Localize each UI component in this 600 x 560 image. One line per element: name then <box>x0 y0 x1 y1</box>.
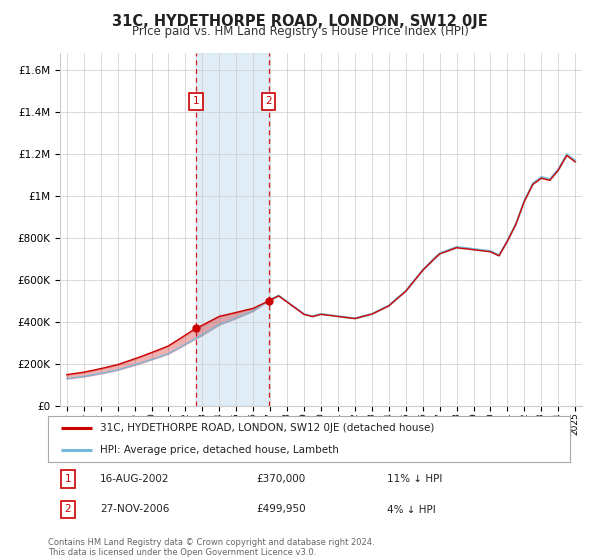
Text: 11% ↓ HPI: 11% ↓ HPI <box>388 474 443 484</box>
Text: Price paid vs. HM Land Registry's House Price Index (HPI): Price paid vs. HM Land Registry's House … <box>131 25 469 38</box>
Text: 27-NOV-2006: 27-NOV-2006 <box>100 505 170 515</box>
Text: 1: 1 <box>65 474 71 484</box>
Text: 4% ↓ HPI: 4% ↓ HPI <box>388 505 436 515</box>
Text: 2: 2 <box>265 96 272 106</box>
Text: £370,000: £370,000 <box>257 474 306 484</box>
Text: 2: 2 <box>65 505 71 515</box>
Bar <box>196 53 269 406</box>
Text: £499,950: £499,950 <box>257 505 307 515</box>
Text: 1: 1 <box>193 96 199 106</box>
Text: Contains HM Land Registry data © Crown copyright and database right 2024.
This d: Contains HM Land Registry data © Crown c… <box>48 538 374 557</box>
Text: 16-AUG-2002: 16-AUG-2002 <box>100 474 170 484</box>
Text: HPI: Average price, detached house, Lambeth: HPI: Average price, detached house, Lamb… <box>100 445 339 455</box>
Text: 31C, HYDETHORPE ROAD, LONDON, SW12 0JE (detached house): 31C, HYDETHORPE ROAD, LONDON, SW12 0JE (… <box>100 423 434 433</box>
Text: 31C, HYDETHORPE ROAD, LONDON, SW12 0JE: 31C, HYDETHORPE ROAD, LONDON, SW12 0JE <box>112 14 488 29</box>
